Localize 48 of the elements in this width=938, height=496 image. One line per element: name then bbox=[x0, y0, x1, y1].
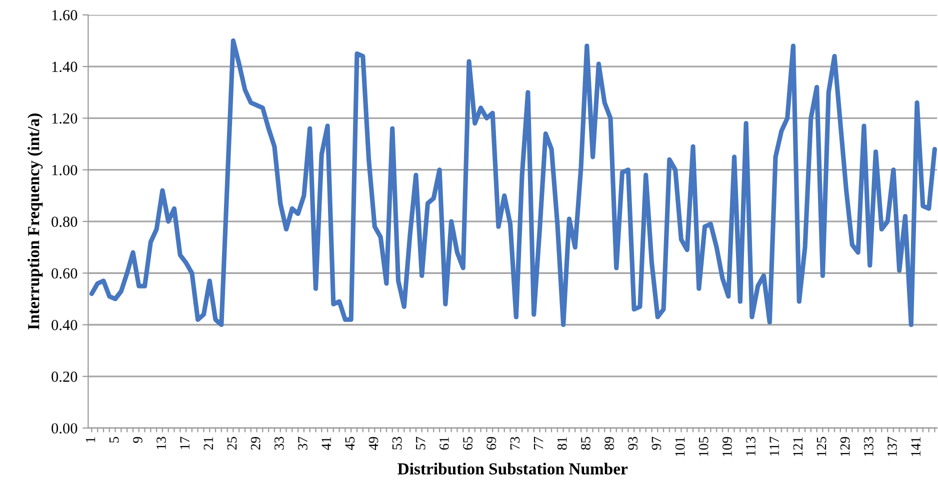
x-tick-label: 1 bbox=[86, 437, 96, 442]
x-tick-label: 101 bbox=[675, 437, 685, 456]
x-tick-label: 137 bbox=[888, 436, 897, 456]
x-tick-label: 13 bbox=[156, 436, 166, 450]
x-tick-label: 125 bbox=[816, 436, 826, 456]
y-tick-label: 1.60 bbox=[52, 10, 78, 20]
x-axis-title: Distribution Substation Number bbox=[398, 462, 628, 475]
y-tick-label: 0.80 bbox=[52, 216, 78, 227]
x-tick-label: 109 bbox=[722, 436, 732, 456]
x-tick-label: 77 bbox=[534, 436, 544, 450]
x-tick-label: 117 bbox=[770, 436, 779, 456]
y-tick-label: 1.00 bbox=[52, 164, 78, 176]
x-tick-label: 61 bbox=[440, 437, 449, 450]
y-tick-label: 1.20 bbox=[52, 113, 78, 124]
x-tick-label: 81 bbox=[557, 437, 567, 450]
x-tick-label: 93 bbox=[628, 436, 638, 450]
y-tick-label: 0.00 bbox=[52, 423, 78, 434]
x-tick-label: 41 bbox=[322, 437, 331, 450]
x-tick-label: 141 bbox=[911, 437, 920, 456]
y-tick-label: 0.20 bbox=[52, 372, 78, 382]
x-tick-label: 9 bbox=[133, 436, 142, 443]
x-tick-label: 65 bbox=[463, 436, 472, 450]
x-tick-label: 5 bbox=[110, 436, 119, 443]
x-tick-label: 49 bbox=[368, 436, 378, 450]
x-tick-label: 29 bbox=[250, 436, 260, 450]
x-tick-label: 113 bbox=[746, 436, 756, 456]
x-tick-label: 89 bbox=[604, 436, 614, 450]
x-tick-label: 45 bbox=[345, 436, 355, 450]
x-tick-label: 53 bbox=[392, 436, 402, 450]
x-tick-label: 97 bbox=[652, 436, 662, 450]
x-tick-label: 121 bbox=[793, 437, 802, 456]
x-tick-label: 85 bbox=[581, 436, 590, 450]
x-tick-label: 33 bbox=[274, 436, 284, 450]
x-tick-label: 105 bbox=[698, 436, 708, 456]
x-tick-label: 37 bbox=[298, 436, 308, 450]
y-axis-title: Interruption Frequency (int/a) bbox=[28, 114, 43, 330]
x-tick-label: 73 bbox=[510, 436, 520, 450]
x-tick-label: 25 bbox=[227, 436, 237, 450]
x-tick-label: 133 bbox=[864, 436, 874, 456]
line-series bbox=[89, 38, 937, 328]
y-tick-label: 0.60 bbox=[52, 268, 78, 279]
x-tick-label: 129 bbox=[840, 436, 850, 456]
x-tick-label: 69 bbox=[486, 436, 496, 450]
y-tick-label: 0.40 bbox=[52, 320, 78, 330]
x-tick-label: 17 bbox=[180, 436, 190, 450]
x-tick-label: 21 bbox=[204, 437, 213, 450]
y-tick-label: 1.40 bbox=[52, 62, 78, 72]
x-tick-label: 57 bbox=[416, 436, 426, 450]
